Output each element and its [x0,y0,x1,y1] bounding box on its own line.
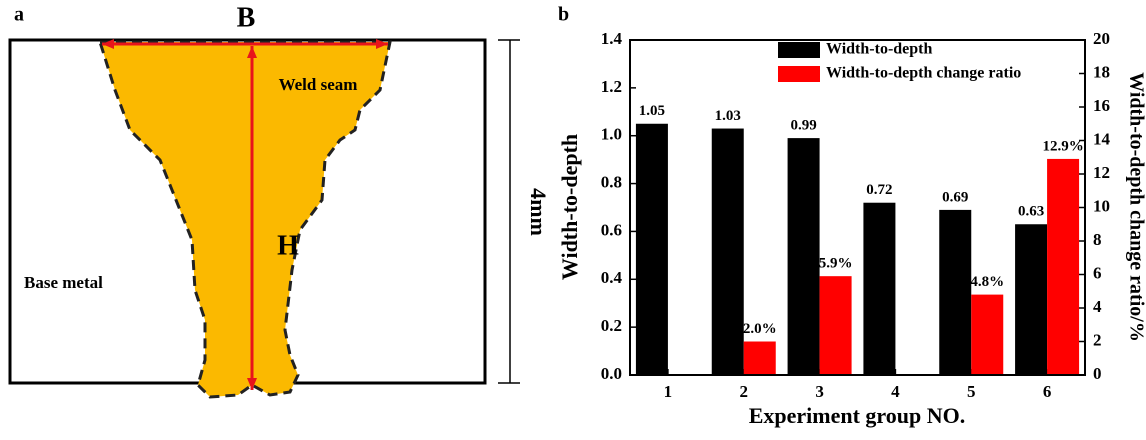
bar [635,123,668,375]
arrow-head [247,46,257,58]
bar [939,209,972,375]
y-tick-label: 0.2 [601,316,622,335]
legend-label: Width-to-depth change ratio [826,65,1021,82]
thickness-label: 4mm [526,188,551,236]
x-tick-label: 3 [815,382,824,401]
y2-tick-label: 6 [1093,263,1102,282]
x-tick-label: 5 [967,382,976,401]
arrow-head [247,378,257,390]
data-label: 0.69 [942,189,968,205]
data-label: 5.9% [819,256,853,272]
data-label: 1.03 [715,108,741,124]
legend-swatch [778,42,820,58]
bar [971,294,1004,375]
x-tick-label: 4 [891,382,900,401]
data-label: 0.63 [1018,204,1044,220]
bar [711,128,744,375]
y2-tick-label: 10 [1093,196,1110,215]
data-label: 1.05 [639,103,665,119]
y2-tick-label: 2 [1093,330,1102,349]
bar [1015,224,1048,375]
y-tick-label: 1.2 [601,77,622,96]
data-label: 0.72 [866,182,892,198]
weld-label: Weld seam [279,75,358,94]
x-tick-label: 1 [664,382,673,401]
y2-tick-label: 18 [1093,62,1110,81]
bar [863,202,896,375]
x-tick-label: 6 [1043,382,1052,401]
data-label: 0.99 [790,118,816,134]
depth-label: H [277,230,299,261]
y2-tick-label: 12 [1093,163,1110,182]
y2-tick-label: 16 [1093,96,1110,115]
arrow-head [102,39,114,49]
panel-label: b [558,4,569,26]
bar [787,138,820,375]
y-tick-label: 1.0 [601,125,622,144]
bar [1047,158,1080,375]
y-tick-label: 0.0 [601,364,622,383]
x-tick-label: 2 [740,382,749,401]
y-tick-label: 0.4 [601,268,623,287]
y-axis-label: Width-to-depth [557,134,582,280]
x-axis-label: Experiment group NO. [749,403,966,428]
y2-tick-label: 8 [1093,230,1102,249]
weld-seam [97,40,392,399]
base-label: Base metal [24,273,103,292]
bar [819,276,852,375]
panel-label: a [14,4,24,26]
arrow-head [376,39,388,49]
y-tick-label: 0.8 [601,172,622,191]
y2-tick-label: 4 [1093,297,1102,316]
data-label: 12.9% [1042,138,1083,154]
y-tick-label: 0.6 [601,220,622,239]
data-label: 4.8% [970,274,1004,290]
weld-diagram: a B H Weld seam Base metal 4mm [8,2,551,399]
y-tick-label: 1.4 [601,29,623,48]
y2-axis-label: Width-to-depth change ratio/% [1125,72,1146,342]
width-label: B [237,2,256,33]
y2-tick-label: 14 [1093,129,1111,148]
y2-tick-label: 0 [1093,364,1102,383]
legend-swatch [778,66,820,82]
y2-tick-label: 20 [1093,29,1110,48]
plot-frame [629,39,1086,376]
legend-label: Width-to-depth [826,41,932,58]
data-label: 2.0% [743,321,777,337]
bar [743,341,776,375]
